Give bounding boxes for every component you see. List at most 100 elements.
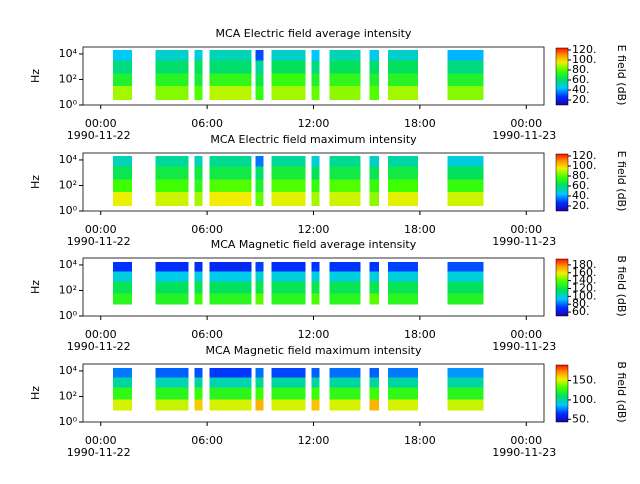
heatmap-cell [387, 271, 419, 282]
heatmap-cell [311, 86, 320, 100]
heatmap-cell [255, 271, 264, 282]
colorbar-tick-label: 100. [572, 393, 597, 406]
heatmap-cell [209, 166, 252, 180]
x-tick-date: 1990-11-22 [67, 446, 131, 459]
heatmap-cell [194, 293, 203, 305]
heatmap-cell [387, 281, 419, 294]
heatmap-cell [329, 166, 361, 180]
colorbar-tick-label: 60. [572, 305, 590, 318]
y-axis-label: Hz [29, 280, 42, 294]
heatmap-cell [311, 293, 320, 305]
heatmap-cell [329, 262, 361, 272]
heatmap-cell [209, 271, 252, 282]
heatmap-cell [369, 293, 380, 305]
heatmap-cell [155, 399, 189, 411]
x-tick-label: 06:00 [191, 223, 223, 236]
heatmap-cell [271, 377, 306, 388]
heatmap-cell [209, 281, 252, 294]
heatmap-cell [271, 399, 306, 411]
x-tick-label: 00:00 [85, 223, 117, 236]
colorbar-tick-label: 40. [572, 189, 590, 202]
heatmap-cell [447, 281, 484, 294]
heatmap-cell [194, 179, 203, 193]
heatmap-cell [329, 281, 361, 294]
heatmap-cell [311, 387, 320, 400]
heatmap-cell [311, 60, 320, 74]
heatmap-cell [311, 179, 320, 193]
heatmap-cell [329, 387, 361, 400]
heatmap-cell [271, 271, 306, 282]
heatmap-cell [155, 293, 189, 305]
heatmap-cell [387, 73, 419, 87]
x-tick-label: 12:00 [298, 328, 330, 341]
heatmap-cell [255, 50, 264, 61]
x-tick-label: 12:00 [298, 117, 330, 130]
heatmap-cell [369, 377, 380, 388]
y-tick-label: 10² [59, 389, 77, 402]
x-tick-label: 00:00 [510, 434, 542, 447]
heatmap-cell [447, 271, 484, 282]
heatmap-cell [271, 86, 306, 100]
colorbar-tick-label: 80. [572, 297, 590, 310]
heatmap-cell [447, 156, 484, 167]
heatmap-cell [369, 192, 380, 206]
x-tick-label: 00:00 [85, 328, 117, 341]
heatmap-cell [112, 179, 132, 193]
heatmap-cell [369, 166, 380, 180]
heatmap-cell [112, 166, 132, 180]
colorbar [555, 47, 569, 106]
heatmap-cell [194, 368, 203, 378]
colorbar-tick-label: 180. [572, 258, 597, 271]
heatmap-cell [447, 377, 484, 388]
heatmap-cell [255, 377, 264, 388]
heatmap-cell [194, 262, 203, 272]
heatmap-cell [387, 399, 419, 411]
heatmap-cell [369, 399, 380, 411]
heatmap-cell [447, 86, 484, 100]
heatmap-cell [255, 293, 264, 305]
heatmap-cell [194, 281, 203, 294]
x-tick-label: 00:00 [85, 117, 117, 130]
y-tick-label: 10⁰ [59, 204, 78, 217]
heatmap-cell [447, 60, 484, 74]
heatmap-cell [329, 60, 361, 74]
y-axis-label: Hz [29, 386, 42, 400]
heatmap-cell [209, 293, 252, 305]
colorbar-label: B field (dB) [615, 255, 628, 316]
heatmap-cell [369, 387, 380, 400]
colorbar-tick-label: 40. [572, 83, 590, 96]
heatmap-cell [194, 86, 203, 100]
x-tick-label: 00:00 [510, 328, 542, 341]
heatmap-cell [194, 60, 203, 74]
x-tick-date: 1990-11-22 [67, 235, 131, 248]
heatmap-cell [311, 50, 320, 61]
heatmap-cell [209, 179, 252, 193]
heatmap-cell [155, 262, 189, 272]
heatmap-cell [209, 73, 252, 87]
heatmap-cell [194, 399, 203, 411]
heatmap-cell [112, 281, 132, 294]
heatmap-cell [369, 179, 380, 193]
heatmap-cell [329, 50, 361, 61]
colorbar-tick-label: 100. [572, 159, 597, 172]
x-tick-date: 1990-11-22 [67, 129, 131, 142]
heatmap-cell [369, 60, 380, 74]
heatmap-cell [387, 86, 419, 100]
heatmap-cell [155, 60, 189, 74]
heatmap-cell [155, 368, 189, 378]
colorbar-tick-label: 100. [572, 53, 597, 66]
heatmap-cell [112, 387, 132, 400]
heatmap-cell [329, 73, 361, 87]
heatmap-cell [387, 377, 419, 388]
heatmap-cell [369, 368, 380, 378]
colorbar-tick-label: 80. [572, 169, 590, 182]
heatmap-cell [209, 387, 252, 400]
heatmap-cell [387, 368, 419, 378]
heatmap-cell [255, 192, 264, 206]
heatmap-cell [112, 86, 132, 100]
heatmap-cell [311, 281, 320, 294]
x-tick-date: 1990-11-23 [492, 235, 556, 248]
heatmap-cell [271, 179, 306, 193]
